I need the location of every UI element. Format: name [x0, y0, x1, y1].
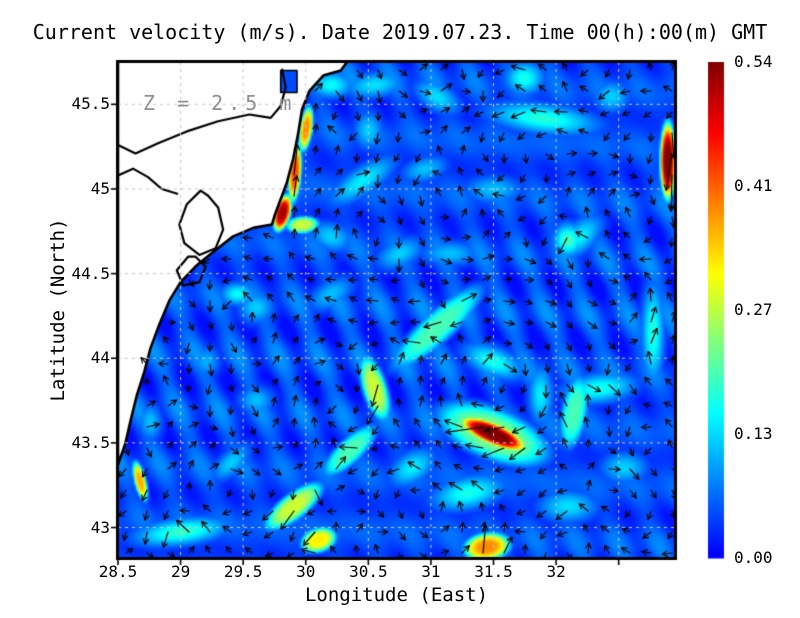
colorbar-tick-label: 0.00: [734, 548, 773, 567]
plot-title: Current velocity (m/s). Date 2019.07.23.…: [32, 20, 768, 44]
x-axis-label: Longitude (East): [304, 584, 489, 606]
x-tick-label: 30.5: [349, 562, 388, 581]
y-axis-label: Latitude (North): [47, 218, 69, 402]
y-tick-label: 45: [90, 178, 110, 198]
x-tick-label: 29: [170, 562, 191, 581]
colorbar-tick-label: 0.54: [734, 52, 773, 71]
y-tick-label: 44: [90, 348, 110, 368]
x-tick-label: 29.5: [223, 562, 263, 581]
x-tick-label: 32: [546, 562, 566, 581]
colorbar-tick-label: 0.13: [734, 424, 773, 443]
y-tick-label: 43.5: [71, 432, 110, 452]
y-tick-label: 43: [90, 517, 110, 537]
x-tick-label: 30: [296, 562, 316, 581]
depth-annotation: Z = 2.5 m: [143, 91, 297, 115]
y-tick-label: 44.5: [71, 263, 110, 283]
colorbar-tick-label: 0.41: [734, 176, 773, 195]
x-tick-label: 31: [421, 562, 441, 581]
y-tick-label: 45.5: [71, 94, 110, 114]
colorbar-tick-label: 0.27: [734, 300, 773, 319]
x-tick-label: 28.5: [98, 562, 138, 581]
x-tick-label: 31.5: [474, 562, 513, 581]
